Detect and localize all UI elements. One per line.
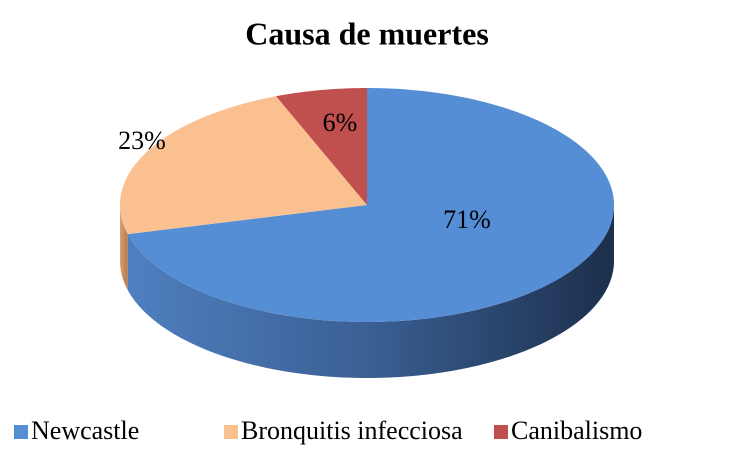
- legend-swatch: [14, 425, 28, 439]
- data-label: 23%: [118, 126, 166, 155]
- legend-swatch: [494, 425, 508, 439]
- legend-swatch: [224, 425, 238, 439]
- data-label: 71%: [443, 205, 491, 234]
- pie-slice: [276, 88, 367, 205]
- data-label: 6%: [323, 108, 358, 137]
- pie-slice-side: [127, 205, 615, 378]
- legend-label: Newcastle: [31, 416, 139, 445]
- chart-title: Causa de muertes: [245, 15, 489, 51]
- legend-label: Canibalismo: [511, 416, 642, 445]
- pie-slice: [127, 88, 614, 322]
- pie-slice: [120, 96, 367, 235]
- pie-slice-side: [120, 205, 128, 291]
- legend-label: Bronquitis infecciosa: [241, 416, 463, 445]
